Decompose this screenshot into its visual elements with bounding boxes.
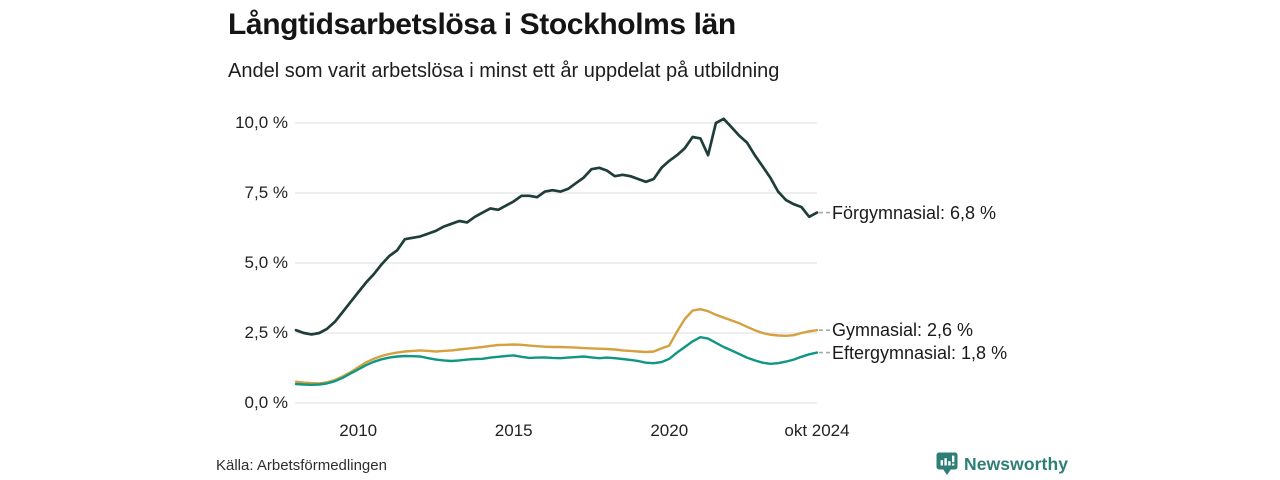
x-tick-label: 2015 xyxy=(494,421,533,440)
x-tick-label: 2020 xyxy=(650,421,689,440)
brand-name: Newsworthy xyxy=(964,453,1069,474)
series-end-label-forgymnasial: Förgymnasial: 6,8 % xyxy=(832,202,997,223)
chart-subtitle: Andel som varit arbetslösa i minst ett å… xyxy=(228,60,780,82)
y-tick-label: 5,0 % xyxy=(244,253,288,272)
series-end-label-eftergymnasial: Eftergymnasial: 1,8 % xyxy=(832,342,1008,363)
x-tick-label: okt 2024 xyxy=(784,421,850,440)
series-end-label-gymnasial: Gymnasial: 2,6 % xyxy=(832,320,974,341)
newsworthy-barchart-badge-icon xyxy=(936,452,958,475)
chart-title: Långtidsarbetslösa i Stockholms län xyxy=(228,8,736,41)
source-note: Källa: Arbetsförmedlingen xyxy=(216,457,387,474)
series-line-eftergymnasial xyxy=(294,336,819,386)
x-tick-label: 2010 xyxy=(339,421,378,440)
series-line-förgymnasial xyxy=(294,117,819,336)
series-line-gymnasial xyxy=(294,308,819,385)
brand-logo: Newsworthy xyxy=(936,452,1068,476)
y-tick-label: 2,5 % xyxy=(244,323,288,342)
y-tick-label: 10,0 % xyxy=(235,113,288,132)
y-tick-label: 0,0 % xyxy=(244,393,288,412)
y-tick-label: 7,5 % xyxy=(244,183,288,202)
